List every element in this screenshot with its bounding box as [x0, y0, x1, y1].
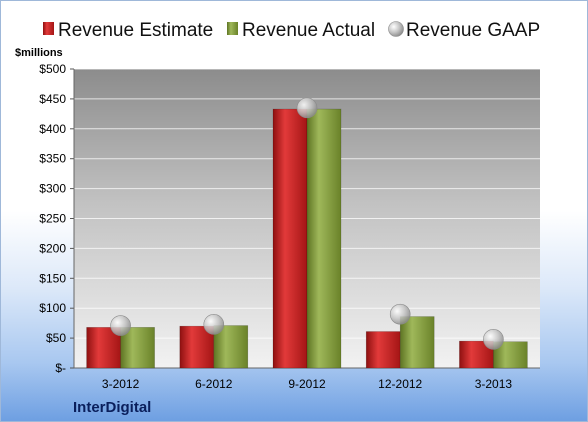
- y-tick-label: $300: [39, 182, 66, 196]
- y-tick-label: $450: [39, 92, 66, 106]
- bar-revenue-actual: [399, 316, 435, 369]
- x-tick-label: 12-2012: [378, 377, 422, 391]
- y-tick-label: $200: [39, 241, 66, 255]
- marker-revenue-gaap: [296, 97, 318, 119]
- bar-revenue-estimate: [179, 325, 215, 369]
- bars: [86, 108, 528, 369]
- legend: Revenue Estimate Revenue Actual Revenue GA…: [43, 20, 540, 41]
- y-tick-label: $100: [39, 301, 66, 315]
- legend-swatch-revenue-estimate: [43, 22, 54, 35]
- company-label: InterDigital: [73, 399, 151, 416]
- y-tick-label: $250: [39, 212, 66, 226]
- marker-revenue-gaap: [483, 328, 504, 350]
- bar-revenue-actual: [306, 108, 342, 369]
- legend-label-revenue-gaap: Revenue GAAP: [406, 20, 540, 41]
- legend-label-revenue-estimate: Revenue Estimate: [58, 20, 213, 41]
- x-axis-ticks: 3-2012 6-2012 9-2012 12-2012 3-2013: [102, 377, 512, 391]
- marker-revenue-gaap: [389, 303, 411, 325]
- bar-revenue-estimate: [272, 108, 308, 369]
- marker-revenue-gaap: [203, 314, 225, 335]
- x-tick-label: 9-2012: [288, 377, 326, 391]
- y-tick-label: $350: [39, 152, 66, 166]
- bar-revenue-estimate: [365, 331, 401, 369]
- y-axis-ticks: $- $50 $100 $150 $200 $250 $300 $350 $400 $450 $50…: [39, 62, 66, 375]
- x-tick-label: 3-2012: [102, 377, 140, 391]
- marker-revenue-gaap: [110, 315, 131, 336]
- y-tick-label: $150: [39, 271, 66, 285]
- legend-swatch-revenue-actual: [227, 22, 238, 35]
- y-tick-label: $-: [55, 361, 66, 375]
- legend-label-revenue-actual: Revenue Actual: [242, 20, 375, 41]
- legend-swatch-revenue-gaap: [388, 21, 404, 37]
- y-tick-label: $400: [39, 122, 66, 136]
- y-tick-label: $500: [39, 62, 66, 76]
- y-axis-unit-label: $millions: [15, 47, 63, 59]
- x-tick-label: 6-2012: [195, 377, 233, 391]
- gaap-markers: [110, 97, 504, 350]
- y-tick-label: $50: [46, 331, 66, 345]
- x-tick-label: 3-2013: [475, 377, 513, 391]
